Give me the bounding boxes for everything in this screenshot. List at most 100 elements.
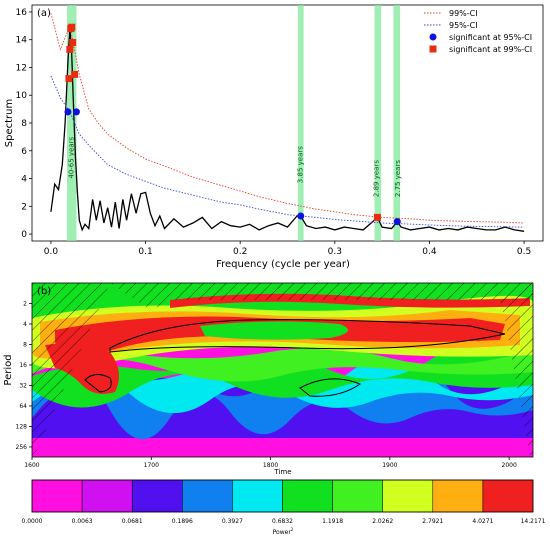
colorbar-level-10: 14.2171 [521,518,546,525]
series-line-spectrum [50,28,525,232]
legend-sig99-marker [429,45,437,53]
y-tick-label-3: 6 [21,147,27,157]
colorbar-swatch-9 [482,479,534,513]
wavelet-plot-area [31,282,534,458]
x-axis-ticks: 0.0 0.1 0.2 0.3 0.4 0.5 [44,241,531,257]
series-line-99-ci [50,13,525,224]
colorbar-level-1: 0.0063 [72,518,93,525]
time-tick-label-1: 1700 [144,462,159,469]
colorbar-level-4: 0.3927 [222,518,243,525]
colorbar-swatch-1 [81,479,133,513]
sig99-point-1 [66,45,74,53]
highlight-band-2 [374,5,382,241]
period-tick-label-4: 32 [19,382,27,389]
colorbar-swatches [31,479,534,513]
y-tick-label-6: 12 [16,63,27,73]
period-tick-label-0: 2 [23,300,27,307]
wavelet-panel: 1600 1700 1800 1900 2000 2 4 8 16 32 64 128 256 (b)… [3,282,534,476]
sig99-point-6 [373,213,381,221]
colorbar: 0.0000 0.0063 0.0681 0.1896 0.3927 0.6832 1.19… [22,479,546,536]
power-cone-left [32,283,110,457]
period-axis-label: Period [3,354,14,385]
power-band-green [32,344,533,408]
time-tick-label-4: 2000 [502,462,517,469]
x-tick-label-4: 0.4 [422,247,437,257]
x-tick-label-5: 0.5 [517,247,531,257]
colorbar-swatch-4 [232,479,283,513]
y-tick-label-0: 0 [21,230,27,240]
colorbar-swatch-7 [382,479,434,513]
colorbar-swatch-8 [432,479,484,513]
significance-points [64,23,401,226]
panel-label-a: (a) [37,8,51,19]
sig99-point-4 [69,38,77,46]
y-tick-label-5: 10 [16,91,28,101]
colorbar-frame [31,479,534,513]
sig95-point-1 [72,108,80,116]
legend-95ci-label: 95%-CI [449,21,478,30]
colorbar-swatch-0 [31,479,83,513]
y-tick-label-1: 2 [21,202,27,212]
spectrum-plot-area [31,4,544,242]
significance-bands [67,5,401,241]
legend-sig95-marker [429,33,437,41]
sig99-point-0 [65,75,73,83]
x-tick-label-2: 0.2 [233,247,247,257]
y-tick-label-7: 14 [16,36,28,46]
annotation-2: 2.89 years [372,160,380,197]
annotation-1: 3.85 years [297,146,305,183]
sig95-point-2 [297,212,305,220]
legend-99ci-label: 99%-CI [449,9,478,18]
power-cone-right [500,283,533,457]
colorbar-level-6: 1.1918 [322,518,343,525]
colorbar-label-superscript: 2 [291,527,294,532]
time-tick-label-3: 1900 [382,462,397,469]
colorbar-level-3: 0.1896 [172,518,193,525]
x-tick-label-1: 0.1 [138,247,152,257]
colorbar-swatch-2 [131,479,183,513]
legend: 99%-CI 95%-CI significant at 95%-CI sign… [424,9,532,54]
period-annotations: 40-65 years 3.85 years 2.89 years 2.75 year… [68,136,402,197]
colorbar-swatch-6 [332,479,383,513]
colorbar-level-7: 2.0262 [372,518,393,525]
time-tick-label-0: 1600 [24,462,39,469]
legend-sig99-label: significant at 99%-CI [449,45,532,54]
spectrum-lines [50,13,525,232]
sig95-point-0 [64,108,72,116]
time-axis-label: Time [273,468,291,476]
y-tick-label-8: 16 [16,8,28,18]
colorbar-label-text: Power [273,529,292,536]
colorbar-label: Power2 [273,527,294,536]
y-tick-label-4: 8 [21,119,27,129]
colorbar-swatch-5 [282,479,333,513]
highlight-band-0 [67,5,77,241]
legend-sig95-label: significant at 95%-CI [449,33,532,42]
period-tick-label-2: 8 [23,341,27,348]
highlight-band-1 [297,5,304,241]
period-axis-ticks: 2 4 8 16 32 64 128 256 [16,300,32,451]
sig95-point-3 [393,218,401,226]
power-band-lightgreen [32,348,533,382]
significance-contour [84,319,506,397]
period-tick-label-6: 128 [16,423,28,430]
colorbar-level-8: 2.7921 [422,518,443,525]
highlight-band-3 [393,5,401,241]
time-tick-label-2: 1800 [263,462,278,469]
colorbar-swatch-3 [182,479,233,513]
colorbar-level-5: 0.6832 [272,518,293,525]
colorbar-level-2: 0.0681 [122,518,143,525]
colorbar-ticks: 0.0000 0.0063 0.0681 0.1896 0.3927 0.6832 1.19… [22,518,546,525]
power-inner-green [200,321,348,340]
x-axis-label: Frequency (cycle per year) [216,259,350,270]
y-axis-label: Spectrum [4,99,15,147]
y-tick-label-2: 4 [21,175,27,185]
period-tick-label-5: 64 [19,403,27,410]
period-tick-label-3: 16 [19,362,27,369]
period-tick-label-7: 256 [16,444,28,451]
x-tick-label-3: 0.3 [328,247,342,257]
x-tick-label-0: 0.0 [44,247,59,257]
time-axis-ticks: 1600 1700 1800 1900 2000 [24,457,517,469]
y-axis-ticks: 0 2 4 6 8 10 12 14 16 [16,8,32,240]
panel-label-b: (b) [37,286,51,297]
